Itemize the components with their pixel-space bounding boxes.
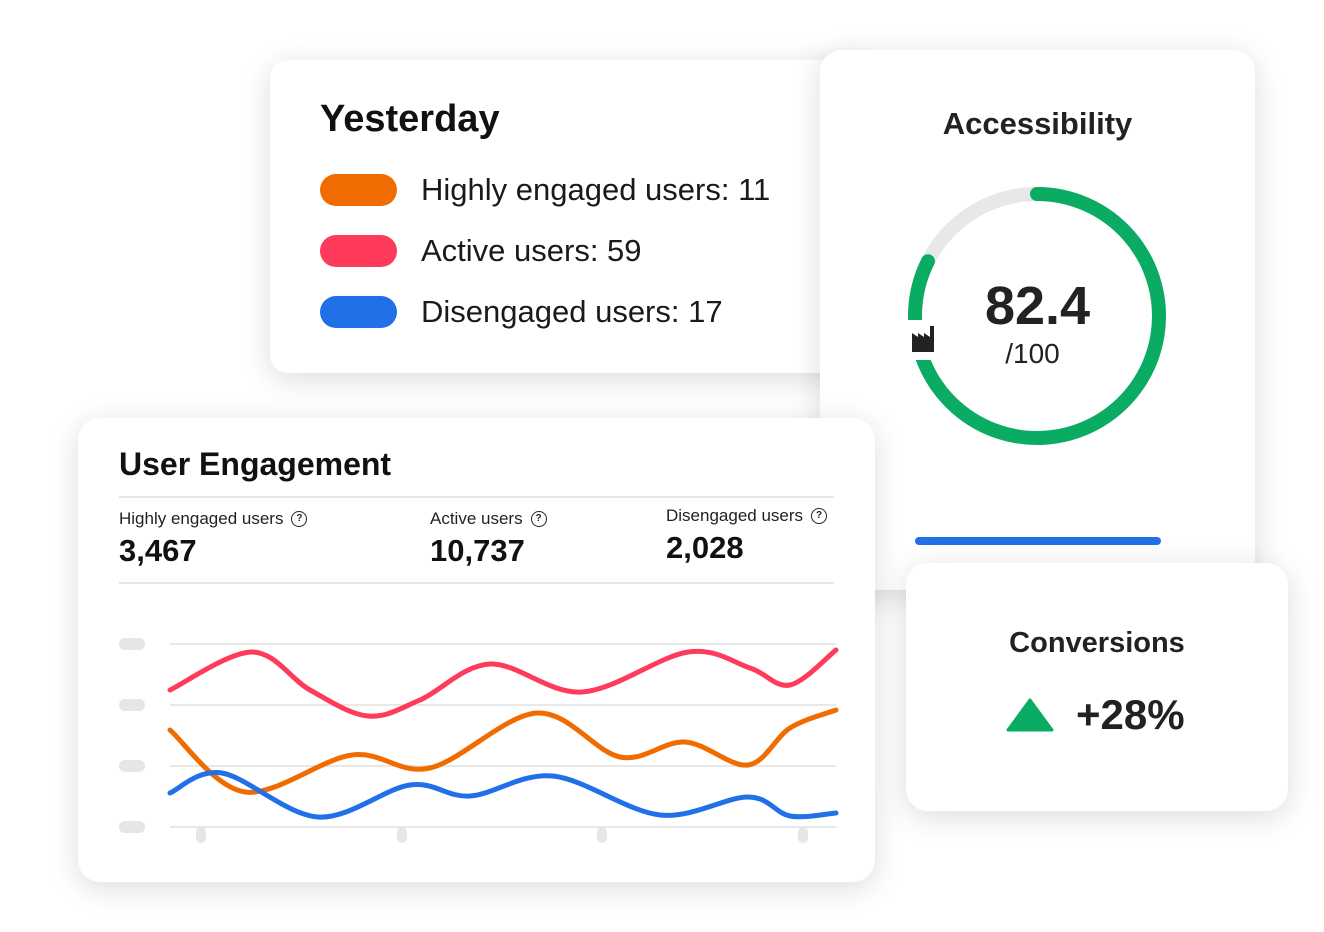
y-tick-placeholder bbox=[119, 699, 145, 711]
series-line-highly-engaged bbox=[167, 707, 839, 795]
placeholder-bar bbox=[915, 537, 1161, 545]
legend-swatch bbox=[320, 174, 397, 206]
stat-active: Active users? 10,737 bbox=[430, 509, 547, 569]
factory-icon bbox=[912, 326, 934, 352]
stat-disengaged: Disengaged users? 2,028 bbox=[666, 506, 828, 566]
legend-swatch bbox=[320, 235, 397, 267]
x-tick-placeholder bbox=[397, 827, 407, 843]
series-line-disengaged bbox=[167, 770, 839, 820]
conversions-value: +28% bbox=[1076, 691, 1185, 738]
yesterday-title: Yesterday bbox=[320, 98, 500, 140]
x-tick-placeholder bbox=[196, 827, 206, 843]
stat-label: Highly engaged users bbox=[119, 509, 284, 528]
legend-active: Active users: 59 bbox=[320, 233, 642, 269]
stat-value: 2,028 bbox=[666, 530, 744, 565]
score-max: /100 bbox=[1005, 338, 1060, 369]
conversions-title: Conversions bbox=[1009, 627, 1185, 659]
legend-disengaged: Disengaged users: 17 bbox=[320, 294, 723, 330]
score-value: 82.4 bbox=[984, 276, 1091, 336]
divider bbox=[119, 582, 834, 584]
x-tick-placeholder bbox=[798, 827, 808, 843]
legend-label: Active users: 59 bbox=[421, 233, 642, 268]
help-icon[interactable]: ? bbox=[530, 511, 547, 527]
engagement-title: User Engagement bbox=[119, 446, 392, 482]
help-icon[interactable]: ? bbox=[291, 511, 308, 527]
user-engagement-card: User Engagement Highly engaged users? 3,… bbox=[78, 418, 875, 882]
engagement-chart bbox=[119, 638, 839, 843]
help-icon[interactable]: ? bbox=[811, 508, 828, 524]
legend-swatch bbox=[320, 296, 397, 328]
yesterday-card: Yesterday Highly engaged users: 11 Activ… bbox=[270, 60, 870, 373]
y-tick-placeholder bbox=[119, 821, 145, 833]
stat-value: 3,467 bbox=[119, 533, 197, 568]
x-tick-placeholder bbox=[597, 827, 607, 843]
accessibility-title: Accessibility bbox=[942, 106, 1133, 141]
conversions-card: Conversions +28% bbox=[906, 563, 1288, 811]
legend-label: Highly engaged users: 11 bbox=[421, 172, 771, 207]
legend-label: Disengaged users: 17 bbox=[421, 294, 723, 329]
trend-up-icon bbox=[1006, 698, 1054, 732]
stat-label: Disengaged users bbox=[666, 506, 804, 525]
legend-highly-engaged: Highly engaged users: 11 bbox=[320, 172, 770, 208]
stat-value: 10,737 bbox=[430, 533, 525, 568]
accessibility-card: Accessibility 82.4 /100 bbox=[820, 50, 1255, 590]
divider bbox=[119, 496, 834, 498]
y-tick-placeholder bbox=[119, 760, 145, 772]
stat-label: Active users bbox=[430, 509, 523, 528]
y-tick-placeholder bbox=[119, 638, 145, 650]
score-gauge bbox=[905, 187, 1166, 445]
series-line-active bbox=[167, 647, 839, 719]
stat-highly-engaged: Highly engaged users? 3,467 bbox=[119, 509, 308, 569]
